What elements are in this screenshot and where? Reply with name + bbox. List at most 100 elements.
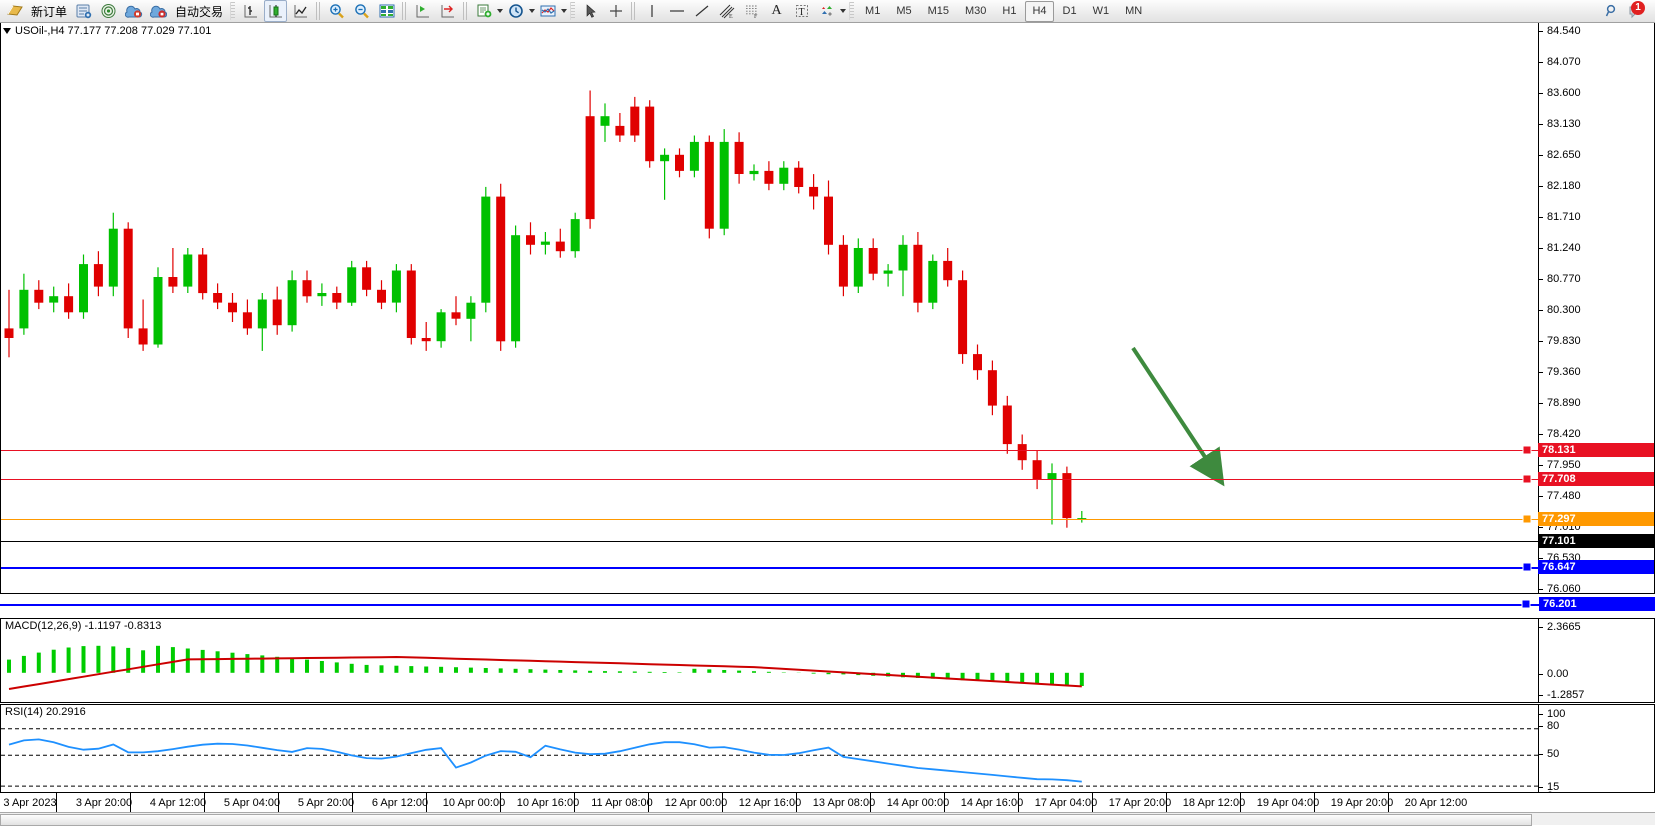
period-dropdown-caret[interactable] (529, 9, 536, 13)
toolbar-separator-1 (316, 2, 322, 20)
cursor-icon[interactable] (579, 0, 602, 22)
objects-icon[interactable] (815, 0, 838, 22)
fibonacci-icon[interactable]: F (740, 0, 763, 22)
autotrading-icon[interactable] (147, 0, 170, 22)
zoom-out-icon[interactable] (350, 0, 373, 22)
tab-timeframe-h4[interactable]: H4 (1025, 0, 1054, 22)
toolbar-separator-2 (402, 2, 408, 20)
indicators-dropdown-caret[interactable] (561, 9, 568, 13)
scrollbar-thumb[interactable] (0, 814, 1532, 826)
rsi-axis[interactable]: 100 80 50 15 0 (1538, 705, 1654, 802)
period-clock-icon[interactable] (504, 0, 527, 22)
price-axis-label: 80.300 (1547, 304, 1581, 316)
price-axis-label: 81.710 (1547, 211, 1581, 223)
tab-timeframe-d1[interactable]: D1 (1062, 4, 1077, 17)
bar-chart-icon[interactable] (239, 0, 262, 22)
price-tag-78131[interactable]: 78.131 (1538, 443, 1654, 457)
symbol-info-bar[interactable]: USOil-,H4 77.177 77.208 77.029 77.101 (3, 25, 211, 37)
price-plot-area[interactable] (1, 23, 1538, 593)
time-axis-label: 12 Apr 16:00 (738, 797, 802, 809)
price-axis[interactable]: 84.540 84.070 83.600 83.130 82.650 82.18… (1538, 23, 1654, 595)
new-order-icon[interactable] (3, 0, 26, 22)
notifications-icon[interactable]: 1 (1625, 0, 1648, 22)
toolbar-grip-1[interactable] (230, 2, 236, 20)
down-trend-arrow[interactable] (1, 23, 1538, 592)
price-pane[interactable]: 84.540 84.070 83.600 83.130 82.650 82.18… (0, 23, 1655, 595)
price-tag-76201[interactable]: 76.201 (1539, 597, 1655, 611)
time-axis-label: 4 Apr 12:00 (149, 797, 207, 809)
price-axis-label: 76.060 (1547, 583, 1581, 595)
candlestick-chart-icon[interactable] (264, 0, 288, 22)
tab-timeframe-m5[interactable]: M5 (896, 4, 912, 17)
bid-price-line[interactable] (1, 541, 1654, 542)
chart-workspace[interactable]: 84.540 84.070 83.600 83.130 82.650 82.18… (0, 23, 1655, 826)
time-axis-label: 5 Apr 04:00 (223, 797, 281, 809)
tab-timeframe-h1[interactable]: H1 (1002, 4, 1017, 17)
rsi-plot-area[interactable] (1, 705, 1538, 801)
stop-loss-handle-2[interactable] (1521, 599, 1531, 609)
macd-pane[interactable]: 2.3665 0.00 -1.2857 MACD(12,26,9) -1.119… (0, 618, 1655, 703)
macd-axis[interactable]: 2.3665 0.00 -1.2857 (1538, 619, 1654, 702)
notification-badge: 1 (1631, 1, 1645, 15)
publish-icon[interactable] (72, 0, 95, 22)
take-profit-handle-1[interactable] (1522, 445, 1532, 455)
chart-shift-icon[interactable] (411, 0, 434, 22)
stop-loss-line-1[interactable] (1, 567, 1654, 569)
text-icon[interactable]: A (771, 3, 782, 18)
price-axis-label: 77.480 (1547, 490, 1581, 502)
vertical-line-icon[interactable] (640, 0, 663, 22)
time-axis-label: 19 Apr 04:00 (1256, 797, 1320, 809)
tab-timeframe-m30[interactable]: M30 (965, 4, 987, 17)
price-axis-label: 83.130 (1547, 118, 1581, 130)
tab-timeframe-w1[interactable]: W1 (1092, 4, 1110, 17)
tab-timeframe-m15[interactable]: M15 (927, 4, 949, 17)
pending-order-handle[interactable] (1522, 514, 1532, 524)
macd-axis-label: 2.3665 (1547, 621, 1581, 633)
stop-loss-line-2[interactable] (0, 604, 1655, 606)
horizontal-scrollbar[interactable] (0, 812, 1655, 826)
take-profit-line-2[interactable] (1, 479, 1654, 480)
search-icon[interactable] (1600, 0, 1623, 22)
equidistant-channel-icon[interactable]: E (715, 0, 738, 22)
price-axis-label: 83.600 (1547, 87, 1581, 99)
trendline-icon[interactable] (690, 0, 713, 22)
time-axis[interactable]: 3 Apr 2023 3 Apr 20:00 4 Apr 12:00 5 Apr 04… (0, 792, 1655, 813)
price-tag-77101[interactable]: 77.101 (1538, 534, 1654, 548)
take-profit-line-1[interactable] (1, 450, 1654, 451)
take-profit-handle-2[interactable] (1522, 474, 1532, 484)
objects-dropdown-caret[interactable] (840, 9, 847, 13)
signals-icon[interactable] (122, 0, 145, 22)
price-axis-label: 84.540 (1547, 25, 1581, 37)
price-tag-77708[interactable]: 77.708 (1538, 472, 1654, 486)
toolbar-grip-2[interactable] (570, 2, 576, 20)
new-order-label[interactable]: 新订单 (31, 4, 68, 19)
tab-timeframe-m1[interactable]: M1 (865, 4, 881, 17)
stop-loss-handle-1[interactable] (1522, 562, 1532, 572)
tab-timeframe-mn[interactable]: MN (1125, 4, 1143, 17)
symbol-ohlc-text: USOil-,H4 77.177 77.208 77.029 77.101 (15, 25, 212, 37)
new-chart-icon[interactable] (472, 0, 495, 22)
indicators-icon[interactable] (536, 0, 559, 22)
rsi-pane[interactable]: 100 80 50 15 0 RSI(14) 20.2916 (0, 704, 1655, 802)
new-chart-dropdown-caret[interactable] (497, 9, 504, 13)
pending-order-line[interactable] (1, 519, 1654, 520)
autotrading-label[interactable]: 自动交易 (175, 4, 224, 19)
toolbar-grip-3[interactable] (849, 2, 855, 20)
cloud-icon[interactable] (97, 0, 120, 22)
chart-collapse-icon[interactable] (3, 28, 11, 34)
time-axis-label: 19 Apr 20:00 (1330, 797, 1394, 809)
horizontal-line-icon[interactable] (665, 0, 688, 22)
price-tag-76647[interactable]: 76.647 (1538, 560, 1654, 574)
main-toolbar: 新订单 自动交易 (0, 0, 1655, 23)
time-axis-label: 14 Apr 16:00 (960, 797, 1024, 809)
line-chart-icon[interactable] (289, 0, 312, 22)
data-window-icon[interactable] (375, 0, 398, 22)
price-axis-label: 80.770 (1547, 273, 1581, 285)
auto-scroll-icon[interactable] (436, 0, 459, 22)
zoom-in-icon[interactable] (325, 0, 348, 22)
macd-plot-area[interactable] (1, 619, 1538, 702)
text-label-icon[interactable]: T (790, 0, 813, 22)
crosshair-icon[interactable] (604, 0, 627, 22)
time-axis-label: 5 Apr 20:00 (297, 797, 355, 809)
price-tag-77297[interactable]: 77.297 (1538, 512, 1654, 526)
